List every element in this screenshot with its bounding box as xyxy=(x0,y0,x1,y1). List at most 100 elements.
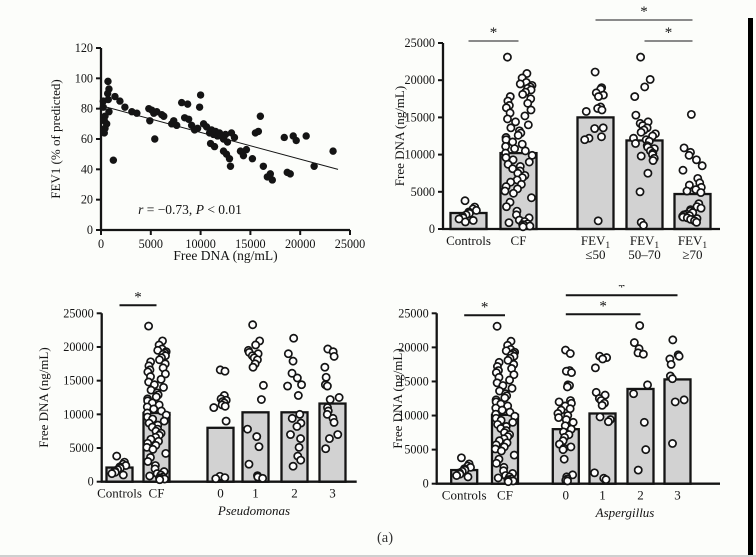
data-point xyxy=(503,114,512,124)
x-tick-label: 10000 xyxy=(185,237,215,251)
data-point xyxy=(593,216,603,226)
data-point xyxy=(590,468,599,478)
data-point xyxy=(296,455,306,465)
category-label: CF xyxy=(497,488,513,503)
category-label: 1 xyxy=(599,488,606,503)
bar xyxy=(663,378,692,485)
data-point xyxy=(292,422,302,431)
scatter-point xyxy=(225,155,234,163)
scatter-point xyxy=(292,136,300,145)
data-point xyxy=(674,351,684,361)
data-point xyxy=(640,82,650,92)
data-point xyxy=(554,413,564,423)
data-point xyxy=(631,110,641,120)
data-point xyxy=(149,404,159,414)
scatter-point xyxy=(310,162,318,170)
data-point xyxy=(258,380,268,390)
data-point xyxy=(220,401,230,411)
data-point xyxy=(220,366,230,376)
subfigure-caption: (a) xyxy=(376,530,394,546)
data-point xyxy=(251,340,261,350)
scatter-point xyxy=(280,133,288,142)
y-tick-label: 20000 xyxy=(63,340,93,354)
scatter-point xyxy=(256,112,265,120)
data-point xyxy=(567,368,576,378)
data-point xyxy=(684,150,694,160)
data-point xyxy=(283,381,293,391)
y-tick-label: 20 xyxy=(81,193,93,207)
data-point xyxy=(670,397,680,407)
data-point xyxy=(636,151,646,161)
data-point xyxy=(503,355,513,365)
x-tick-label: 15000 xyxy=(235,237,265,251)
data-point xyxy=(518,89,528,99)
data-point xyxy=(254,442,264,452)
scatter-point xyxy=(177,98,186,107)
data-point xyxy=(283,349,293,359)
category-label: CF xyxy=(511,233,527,248)
data-point xyxy=(460,217,470,227)
data-point xyxy=(643,168,653,178)
data-point xyxy=(286,430,295,439)
scatter-point xyxy=(254,127,263,136)
data-point xyxy=(513,130,523,140)
data-point xyxy=(601,475,611,485)
data-point xyxy=(597,400,607,410)
category-label-line2: 50–70 xyxy=(628,247,661,262)
category-label: 2 xyxy=(637,488,644,503)
data-point xyxy=(145,471,155,481)
group-axis-title: Pseudomonas xyxy=(217,503,290,518)
x-tick-label: 20000 xyxy=(285,237,315,251)
data-point xyxy=(296,434,306,444)
data-point xyxy=(155,475,165,485)
data-point xyxy=(509,450,519,460)
category-label: Controls xyxy=(442,488,487,503)
data-point xyxy=(211,474,221,484)
data-point xyxy=(329,351,339,361)
scatter-point xyxy=(146,117,154,125)
data-point xyxy=(667,374,677,384)
data-point xyxy=(297,380,306,390)
x-tick-label: 25000 xyxy=(335,237,365,251)
data-point xyxy=(143,457,153,466)
data-point xyxy=(666,359,676,369)
y-tick-label: 100 xyxy=(75,71,93,85)
data-point xyxy=(679,143,689,153)
data-point xyxy=(645,75,655,84)
data-point xyxy=(518,222,528,232)
data-point xyxy=(256,395,266,404)
y-tick-label: 20000 xyxy=(405,73,435,87)
scatter-point xyxy=(286,170,294,178)
data-point xyxy=(527,193,536,203)
data-point xyxy=(322,409,332,419)
x-axis-title: Free DNA (ng/mL) xyxy=(173,248,277,263)
data-point xyxy=(295,409,305,419)
scatter-point xyxy=(230,133,239,142)
data-point xyxy=(635,187,645,197)
data-point xyxy=(629,389,639,399)
data-point xyxy=(580,135,590,145)
category-label: 0 xyxy=(217,486,224,501)
data-point xyxy=(287,413,297,423)
y-tick-label: 0 xyxy=(423,477,429,491)
data-point xyxy=(493,473,503,483)
data-point xyxy=(471,205,481,215)
data-point xyxy=(156,374,166,384)
y-tick-label: 20000 xyxy=(398,340,428,354)
data-point xyxy=(504,218,514,228)
data-point xyxy=(118,470,128,480)
data-point xyxy=(324,434,334,444)
data-point xyxy=(500,393,510,403)
data-point xyxy=(630,92,640,102)
data-point xyxy=(148,444,158,454)
data-point xyxy=(696,203,706,213)
data-point xyxy=(697,161,707,171)
data-point xyxy=(678,165,688,175)
category-label: 0 xyxy=(563,488,570,503)
data-point xyxy=(696,188,706,197)
data-point xyxy=(511,117,520,127)
x-tick-label: 0 xyxy=(98,237,104,251)
data-point xyxy=(598,123,608,133)
significance-star: * xyxy=(665,25,673,41)
